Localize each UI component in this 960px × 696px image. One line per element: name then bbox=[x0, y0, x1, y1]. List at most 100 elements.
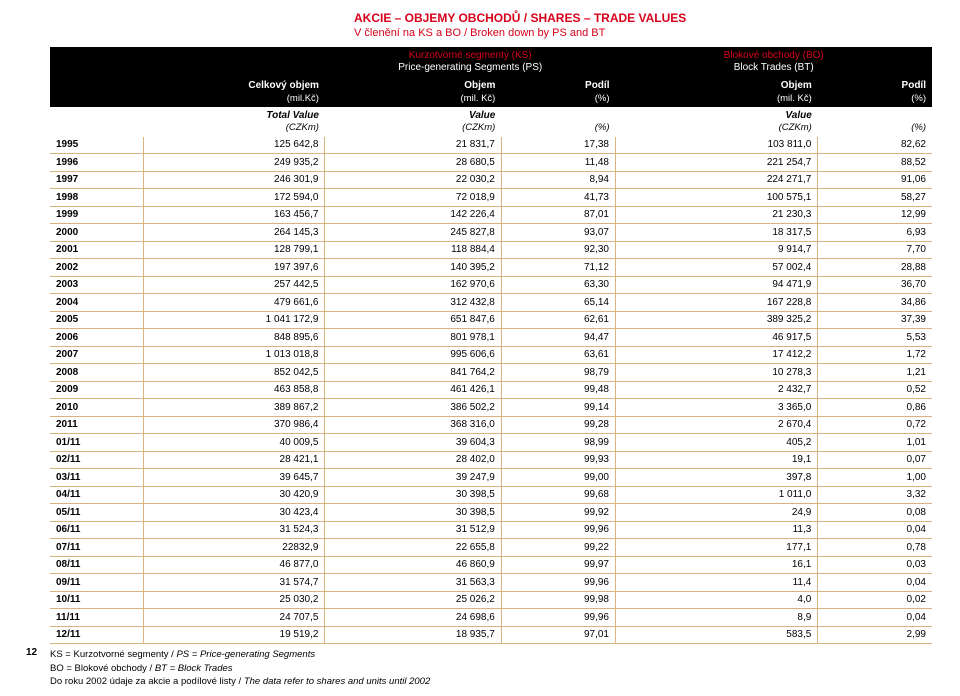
row-label: 1996 bbox=[50, 154, 143, 172]
table-row: 06/1131 524,331 512,999,9611,30,04 bbox=[50, 521, 932, 539]
row-label: 2003 bbox=[50, 276, 143, 294]
row-ps-pct: 99,92 bbox=[501, 504, 615, 522]
hdr-bt-share-cz: Podíl bbox=[818, 77, 932, 93]
row-ps-value: 162 970,6 bbox=[325, 276, 501, 294]
row-total: 389 867,2 bbox=[143, 399, 325, 417]
table-row: 2006848 895,6801 978,194,4746 917,55,53 bbox=[50, 329, 932, 347]
row-total: 264 145,3 bbox=[143, 224, 325, 242]
hdr-ps-share-unit-en: (%) bbox=[501, 122, 615, 136]
row-ps-pct: 99,96 bbox=[501, 521, 615, 539]
row-label: 12/11 bbox=[50, 626, 143, 644]
seg-bt-en: Block Trades (BT) bbox=[734, 62, 814, 73]
table-row: 10/1125 030,225 026,299,984,00,02 bbox=[50, 591, 932, 609]
row-total: 163 456,7 bbox=[143, 206, 325, 224]
row-ps-pct: 63,61 bbox=[501, 346, 615, 364]
table-row: 1995125 642,821 831,717,38103 811,082,62 bbox=[50, 137, 932, 154]
row-ps-pct: 99,96 bbox=[501, 609, 615, 627]
row-total: 128 799,1 bbox=[143, 241, 325, 259]
row-total: 22832,9 bbox=[143, 539, 325, 557]
row-ps-pct: 8,94 bbox=[501, 171, 615, 189]
seg-bt-cz: Blokové obchody (BO) bbox=[724, 50, 824, 61]
table-row: 20051 041 172,9651 847,662,61389 325,237… bbox=[50, 311, 932, 329]
row-bt-value: 18 317,5 bbox=[615, 224, 817, 242]
row-label: 2008 bbox=[50, 364, 143, 382]
row-total: 31 524,3 bbox=[143, 521, 325, 539]
table-row: 11/1124 707,524 698,699,968,90,04 bbox=[50, 609, 932, 627]
row-total: 40 009,5 bbox=[143, 434, 325, 452]
row-label: 2004 bbox=[50, 294, 143, 312]
row-ps-value: 312 432,8 bbox=[325, 294, 501, 312]
footnote-1: KS = Kurzotvorné segmenty / PS = Price-g… bbox=[50, 648, 932, 661]
row-bt-value: 221 254,7 bbox=[615, 154, 817, 172]
row-bt-value: 17 412,2 bbox=[615, 346, 817, 364]
row-bt-pct: 28,88 bbox=[818, 259, 932, 277]
row-total: 172 594,0 bbox=[143, 189, 325, 207]
table-row: 07/1122832,922 655,899,22177,10,78 bbox=[50, 539, 932, 557]
row-bt-value: 224 271,7 bbox=[615, 171, 817, 189]
hdr-ps-share-unit-cz: (%) bbox=[501, 93, 615, 107]
row-bt-value: 2 432,7 bbox=[615, 381, 817, 399]
row-total: 1 041 172,9 bbox=[143, 311, 325, 329]
row-bt-value: 11,3 bbox=[615, 521, 817, 539]
row-total: 257 442,5 bbox=[143, 276, 325, 294]
row-ps-value: 46 860,9 bbox=[325, 556, 501, 574]
row-ps-value: 31 563,3 bbox=[325, 574, 501, 592]
row-bt-pct: 1,01 bbox=[818, 434, 932, 452]
table-row: 2003257 442,5162 970,663,3094 471,936,70 bbox=[50, 276, 932, 294]
row-ps-pct: 62,61 bbox=[501, 311, 615, 329]
row-bt-value: 3 365,0 bbox=[615, 399, 817, 417]
table-row: 02/1128 421,128 402,099,9319,10,07 bbox=[50, 451, 932, 469]
hdr-bt-vol-en: Value bbox=[615, 107, 817, 122]
row-total: 25 030,2 bbox=[143, 591, 325, 609]
row-ps-pct: 99,00 bbox=[501, 469, 615, 487]
row-ps-value: 21 831,7 bbox=[325, 137, 501, 154]
hdr-ps-vol-unit-en: (CZKm) bbox=[325, 122, 501, 136]
row-bt-pct: 3,32 bbox=[818, 486, 932, 504]
table-body: 1995125 642,821 831,717,38103 811,082,62… bbox=[50, 137, 932, 644]
hdr-total-unit-cz: (mil.Kč) bbox=[143, 93, 325, 107]
row-bt-pct: 34,86 bbox=[818, 294, 932, 312]
table-row: 04/1130 420,930 398,599,681 011,03,32 bbox=[50, 486, 932, 504]
hdr-bt-share-unit-en: (%) bbox=[818, 122, 932, 136]
row-bt-pct: 0,78 bbox=[818, 539, 932, 557]
hdr-total-unit-en: (CZKm) bbox=[143, 122, 325, 136]
row-bt-value: 100 575,1 bbox=[615, 189, 817, 207]
row-bt-pct: 0,72 bbox=[818, 416, 932, 434]
row-label: 04/11 bbox=[50, 486, 143, 504]
table-row: 2011370 986,4368 316,099,282 670,40,72 bbox=[50, 416, 932, 434]
row-bt-pct: 1,21 bbox=[818, 364, 932, 382]
row-total: 24 707,5 bbox=[143, 609, 325, 627]
row-bt-value: 1 011,0 bbox=[615, 486, 817, 504]
row-total: 370 986,4 bbox=[143, 416, 325, 434]
table-row: 20071 013 018,8995 606,663,6117 412,21,7… bbox=[50, 346, 932, 364]
row-total: 852 042,5 bbox=[143, 364, 325, 382]
hdr-total-en: Total Value bbox=[143, 107, 325, 122]
header-cols-cz-unit: (mil.Kč) (mil. Kč) (%) (mil. Kč) (%) bbox=[50, 93, 932, 107]
row-label: 2007 bbox=[50, 346, 143, 364]
row-bt-pct: 0,07 bbox=[818, 451, 932, 469]
data-table: Kurzotvorné segmenty (KS) Price-generati… bbox=[50, 47, 932, 644]
row-bt-pct: 0,86 bbox=[818, 399, 932, 417]
hdr-ps-share-cz: Podíl bbox=[501, 77, 615, 93]
row-bt-value: 24,9 bbox=[615, 504, 817, 522]
row-total: 30 420,9 bbox=[143, 486, 325, 504]
row-bt-pct: 0,08 bbox=[818, 504, 932, 522]
row-label: 2000 bbox=[50, 224, 143, 242]
row-ps-pct: 87,01 bbox=[501, 206, 615, 224]
seg-ps-en: Price-generating Segments (PS) bbox=[398, 62, 542, 73]
row-label: 2006 bbox=[50, 329, 143, 347]
row-label: 1999 bbox=[50, 206, 143, 224]
row-ps-value: 28 680,5 bbox=[325, 154, 501, 172]
row-label: 2001 bbox=[50, 241, 143, 259]
row-bt-value: 57 002,4 bbox=[615, 259, 817, 277]
row-label: 01/11 bbox=[50, 434, 143, 452]
row-ps-value: 22 030,2 bbox=[325, 171, 501, 189]
table-row: 2004479 661,6312 432,865,14167 228,834,8… bbox=[50, 294, 932, 312]
row-ps-pct: 98,99 bbox=[501, 434, 615, 452]
row-bt-pct: 88,52 bbox=[818, 154, 932, 172]
row-bt-value: 177,1 bbox=[615, 539, 817, 557]
row-ps-value: 39 604,3 bbox=[325, 434, 501, 452]
row-ps-value: 841 764,2 bbox=[325, 364, 501, 382]
row-bt-pct: 82,62 bbox=[818, 137, 932, 154]
hdr-bt-vol-unit-en: (CZKm) bbox=[615, 122, 817, 136]
